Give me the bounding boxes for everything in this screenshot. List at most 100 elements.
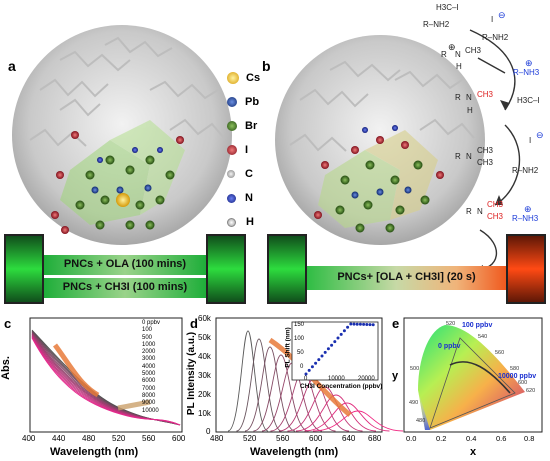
d-xtick-2: 560	[276, 434, 290, 443]
c-legend-2: 500	[142, 334, 153, 341]
d-xtick-1: 520	[243, 434, 257, 443]
legend-item-cs: Cs	[227, 66, 267, 90]
cie-trajectory	[449, 361, 511, 394]
inset-point	[362, 322, 366, 326]
cie-wl-480: 480	[416, 418, 426, 424]
rx-rnh3-low: R–NH3	[512, 214, 539, 223]
legend-item-n: N	[227, 186, 267, 210]
cie-wl-520: 520	[446, 321, 456, 327]
c-legend-3: 1000	[142, 341, 156, 348]
legend-label-cs: Cs	[246, 72, 261, 84]
cie-label-10000: 10000 ppbv	[498, 373, 537, 380]
d-xtick-3: 600	[309, 434, 323, 443]
rx-rnh2-mid: R–NH2	[482, 33, 509, 42]
legend-item-pb: Pb	[227, 90, 267, 114]
banner-combined-text: PNCs+ [OLA + CH3I] (20 s)	[337, 271, 476, 283]
inset-point	[352, 322, 356, 326]
inset-point	[314, 361, 318, 365]
inset-xlabel: CH3I Concentration (ppbv)	[300, 383, 383, 390]
inset-ytick-0: 0	[300, 364, 304, 370]
panel-letter-b: b	[262, 58, 271, 74]
banner-ch3i-text: PNCs + CH3I (100 mins)	[62, 281, 188, 293]
d-ytick-0: 0	[206, 427, 211, 436]
inset-xtick-1: 10000	[328, 376, 345, 382]
reaction-scheme: H3C–I R–NH2 I ⊖ R–NH2 CH3 N ⊕ R H R–NH3 …	[423, 3, 544, 223]
element-legend: Cs Pb Br I C N H	[227, 66, 267, 234]
d-ytick-6: 60k	[198, 314, 211, 323]
legend-item-h: H	[227, 210, 267, 234]
chart-c-trend-arrow	[52, 343, 100, 398]
rx-h-a: H	[456, 62, 462, 71]
legend-label-c: C	[245, 168, 253, 180]
c-xtick-4: 560	[142, 434, 156, 443]
inset-point	[355, 322, 359, 326]
chart-c-legend: 0 ppbv 100 500 1000 2000 3000 4000 5000 …	[142, 320, 182, 415]
d-ytick-2: 20k	[198, 390, 211, 399]
rx-n-d: N	[477, 207, 483, 216]
inset-point	[349, 322, 353, 326]
cie-wl-620: 620	[526, 388, 536, 394]
pl-curve	[236, 338, 282, 432]
rx-n-a: N	[455, 50, 461, 59]
cie-locus	[418, 325, 525, 430]
c-legend-5: 3000	[142, 356, 156, 363]
absorbance-curve	[31, 337, 181, 426]
pl-curve	[244, 346, 296, 432]
e-xtick-1: 0.2	[436, 434, 447, 443]
e-xtick-2: 0.4	[466, 434, 477, 443]
legend-label-n: N	[245, 192, 253, 204]
c-legend-12: 10000	[142, 407, 159, 414]
rx-plus-a: ⊕	[448, 42, 456, 52]
inset-point	[333, 340, 337, 344]
inset-point	[342, 329, 346, 333]
rx-ch3i-mid: H3C–I	[517, 96, 540, 105]
lattice-atoms-b	[314, 125, 444, 233]
chart-d-curves	[227, 330, 404, 432]
inset-point	[368, 323, 372, 327]
e-xtick-3: 0.6	[496, 434, 507, 443]
chart-c-frame	[29, 317, 183, 433]
inset-point	[371, 323, 375, 327]
inset-ytick-3: 150	[294, 322, 305, 328]
rx-r-b: R	[455, 93, 461, 102]
cie-wl-500: 500	[410, 366, 420, 372]
cie-wl-540: 540	[478, 334, 488, 340]
rx-ch3-c: CH3	[477, 146, 494, 155]
rx-ch3i-top: H3C–I	[436, 3, 459, 12]
rx-r-d: R	[466, 207, 472, 216]
rx-rnh2-low: R–NH2	[512, 166, 539, 175]
banner-ola	[44, 255, 206, 275]
c-legend-9: 7000	[142, 385, 156, 392]
d-xtick-4: 640	[342, 434, 356, 443]
inset-point	[304, 372, 308, 376]
d-ytick-1: 10k	[198, 409, 211, 418]
rx-rnh3-a: R–NH3	[513, 68, 540, 77]
chart-c-ylabel: Abs.	[0, 356, 12, 380]
vial-green-right	[206, 234, 246, 304]
banner-ola-text: PNCs + OLA (100 mins)	[63, 258, 187, 270]
pl-curve	[295, 394, 377, 432]
cs-ball-icon	[227, 72, 239, 84]
h-ball-icon	[227, 217, 236, 227]
chart-e-xlabel: x	[470, 446, 477, 458]
inset-ytick-2: 100	[294, 336, 305, 342]
d-xtick-5: 680	[368, 434, 382, 443]
rx-plus-c: ⊕	[524, 204, 532, 214]
inset-point	[307, 368, 311, 372]
c-legend-0: 0 ppbv	[142, 320, 161, 326]
inset-point	[330, 343, 334, 347]
legend-label-h: H	[246, 216, 254, 228]
c-xtick-0: 400	[22, 434, 36, 443]
c-legend-10: 8000	[142, 392, 156, 399]
c-xtick-2: 480	[82, 434, 96, 443]
rx-iodide-top: I	[491, 15, 494, 24]
d-ytick-5: 50k	[198, 333, 211, 342]
cie-gamut-triangle	[429, 337, 516, 429]
inset-point	[339, 332, 343, 336]
rx-ch3-d: CH3	[477, 158, 494, 167]
inset-point	[358, 322, 362, 326]
inset-ylabel: PL Shift (nm)	[284, 327, 292, 368]
legend-item-c: C	[227, 162, 267, 186]
cie-wl-580: 580	[510, 366, 520, 372]
